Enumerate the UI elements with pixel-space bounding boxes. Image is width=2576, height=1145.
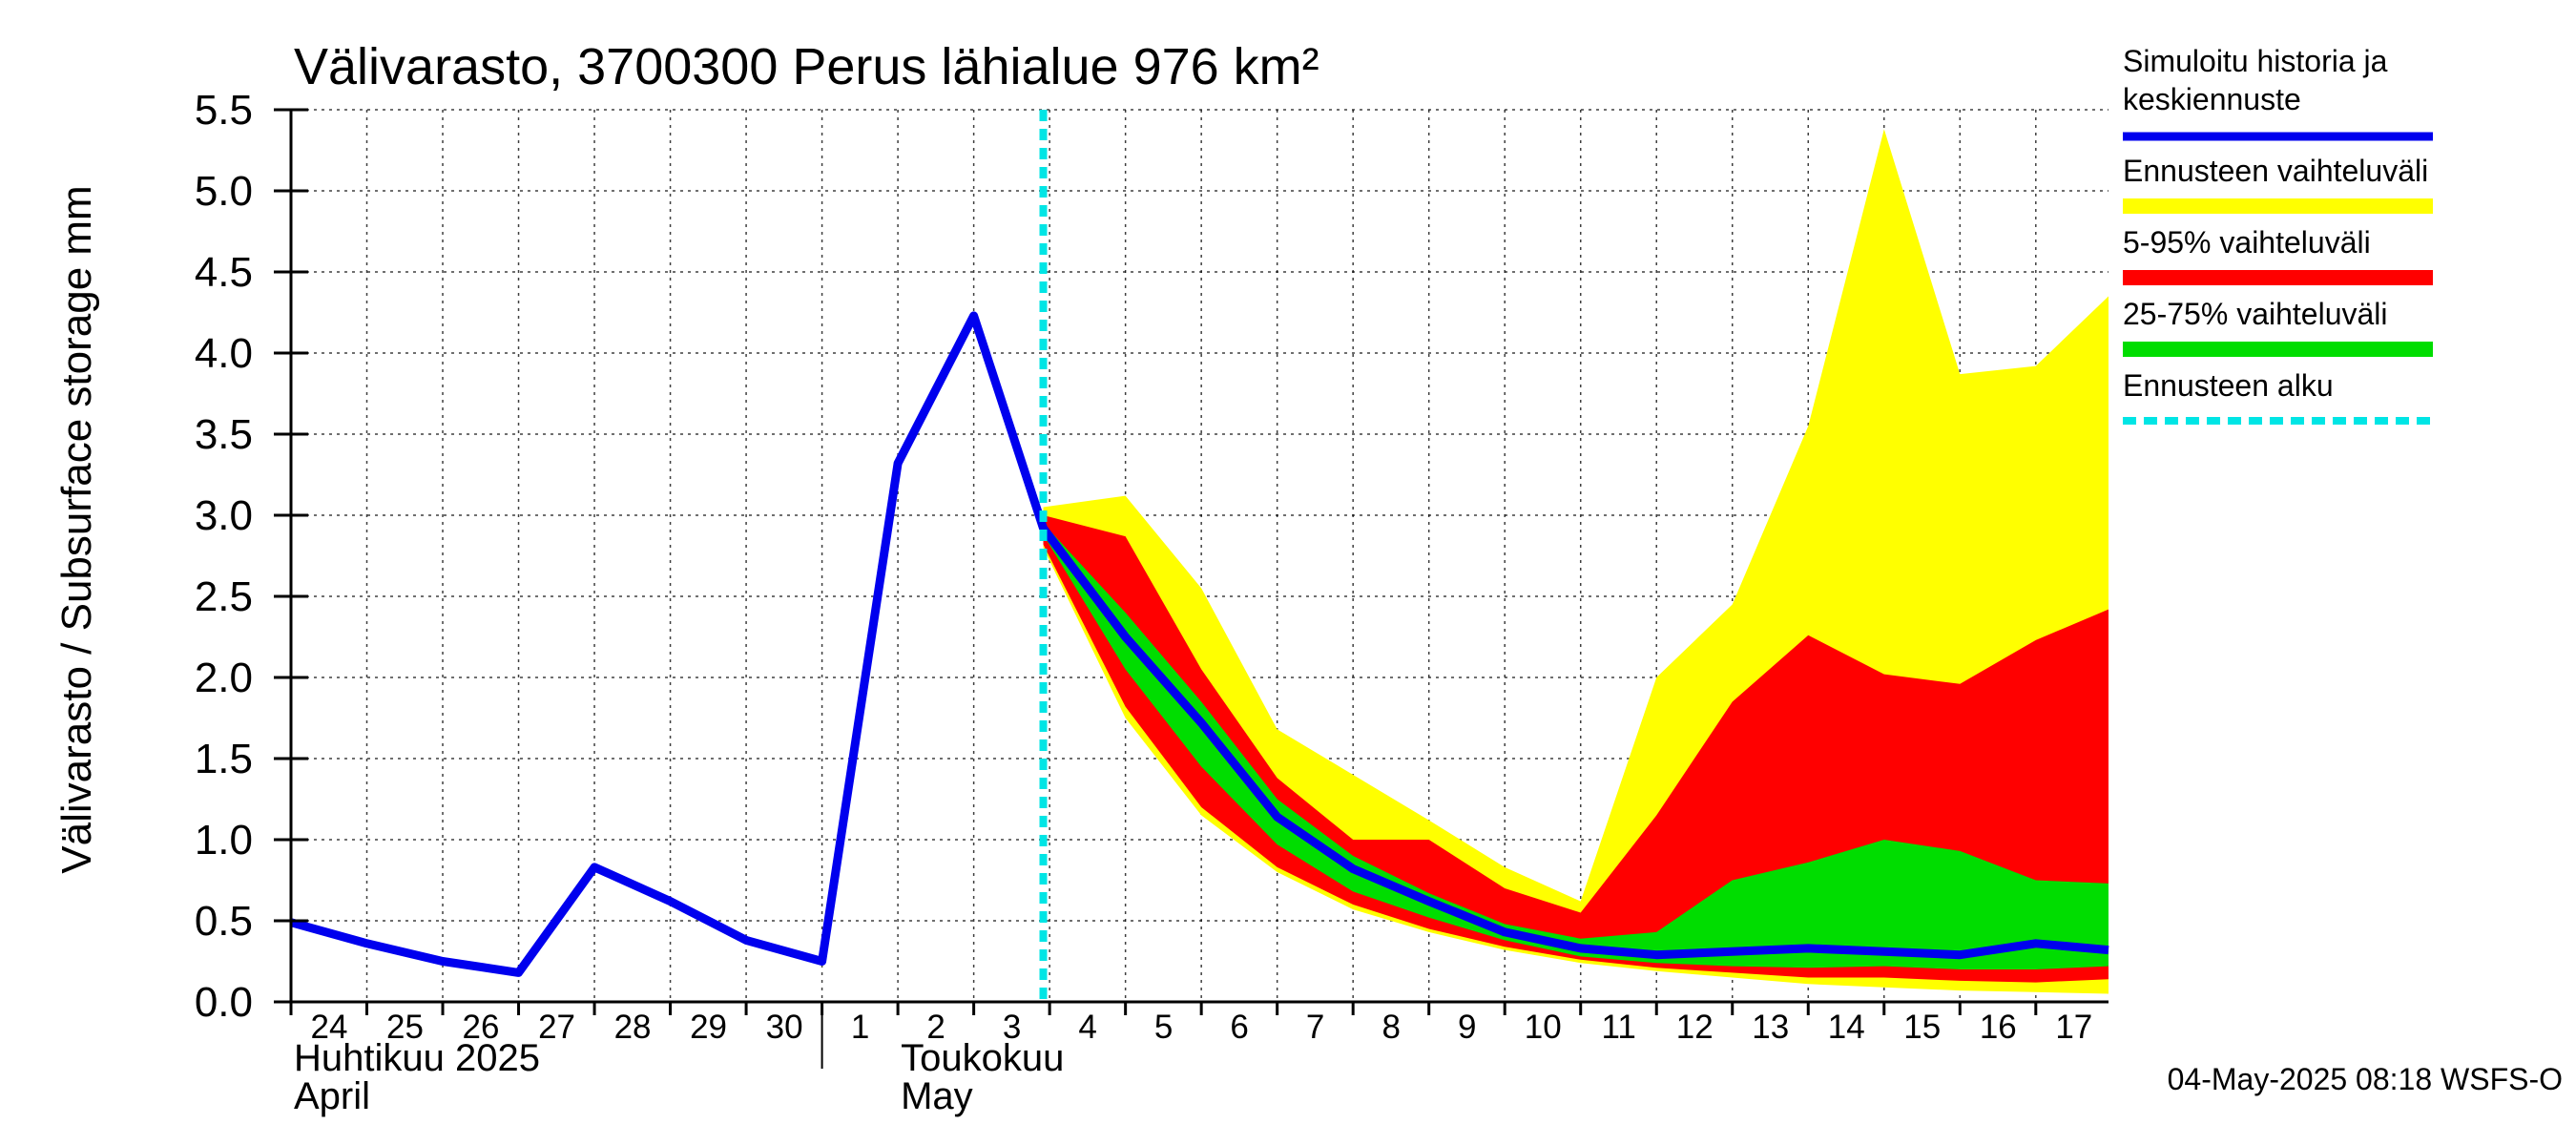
y-tick-label: 3.0 (195, 492, 253, 539)
y-tick-label: 2.5 (195, 573, 253, 620)
legend-label: Ennusteen vaihteluväli (2123, 154, 2428, 188)
legend-range-5-95: 5-95% vaihteluväli (2123, 225, 2433, 285)
x-tick-label: 13 (1752, 1009, 1789, 1046)
x-tick-label: 25 (386, 1009, 424, 1046)
month-label-english: April (294, 1075, 370, 1117)
x-tick-label: 27 (538, 1009, 575, 1046)
y-tick-label: 3.5 (195, 411, 253, 458)
x-tick-label: 2 (926, 1009, 945, 1046)
legend-label: Simuloitu historia ja keskiennuste (2123, 44, 2388, 116)
x-tick-label: 30 (766, 1009, 803, 1046)
x-tick-label: 7 (1306, 1009, 1324, 1046)
y-tick-label: 5.5 (195, 87, 253, 134)
x-tick-label: 9 (1458, 1009, 1476, 1046)
x-tick-label: 8 (1381, 1009, 1400, 1046)
timestamp-footer: 04-May-2025 08:18 WSFS-O (2168, 1062, 2563, 1096)
legend-label: 25-75% vaihteluväli (2123, 297, 2388, 331)
y-tick-label: 2.0 (195, 655, 253, 701)
x-tick-label: 14 (1828, 1009, 1865, 1046)
x-tick-label: 28 (614, 1009, 652, 1046)
band-25-75-vaihteluv-li (1043, 523, 2109, 969)
y-tick-label: 5.0 (195, 168, 253, 215)
legend-range-full: Ennusteen vaihteluväli (2123, 154, 2433, 214)
x-tick-label: 12 (1676, 1009, 1714, 1046)
y-axis-label: Välivarasto / Subsurface storage mm (53, 185, 100, 873)
legend-history: Simuloitu historia ja keskiennuste (2123, 44, 2433, 141)
x-tick-label: 4 (1078, 1009, 1096, 1046)
axes: 0.00.51.01.52.02.53.03.54.04.55.05.524 25… (195, 87, 2109, 1117)
y-tick-label: 0.5 (195, 898, 253, 945)
x-tick-label: 29 (690, 1009, 727, 1046)
x-tick-label: 5 (1154, 1009, 1173, 1046)
legend-label: 5-95% vaihteluväli (2123, 225, 2371, 260)
legend-label: Ennusteen alku (2123, 368, 2334, 403)
x-tick-label: 26 (463, 1009, 500, 1046)
plot-area (289, 109, 2109, 1003)
month-label-english: May (901, 1075, 973, 1117)
x-tick-label: 10 (1525, 1009, 1562, 1046)
y-tick-label: 0.0 (195, 979, 253, 1026)
x-tick-label: 3 (1003, 1009, 1021, 1046)
month-label: Huhtikuu 2025 (294, 1037, 540, 1079)
x-tick-label: 11 (1602, 1009, 1636, 1046)
x-tick-label: 17 (2055, 1009, 2092, 1046)
y-tick-label: 4.0 (195, 330, 253, 377)
x-tick-label: 6 (1230, 1009, 1248, 1046)
x-tick-label: 24 (311, 1009, 348, 1046)
y-tick-label: 4.5 (195, 249, 253, 296)
y-tick-label: 1.5 (195, 736, 253, 782)
y-tick-label: 1.0 (195, 817, 253, 864)
x-tick-label: 16 (1980, 1009, 2017, 1046)
legend-forecast-start: Ennusteen alku (2123, 368, 2433, 425)
x-tick-label: 15 (1903, 1009, 1941, 1046)
month-label: Toukokuu (901, 1037, 1064, 1079)
x-tick-label: 1 (851, 1009, 869, 1046)
legend: Simuloitu historia ja keskiennuste Ennuste… (2123, 44, 2433, 425)
chart-title: Välivarasto, 3700300 Perus lähialue 976 … (294, 38, 1319, 95)
legend-range-25-75: 25-75% vaihteluväli (2123, 297, 2433, 357)
